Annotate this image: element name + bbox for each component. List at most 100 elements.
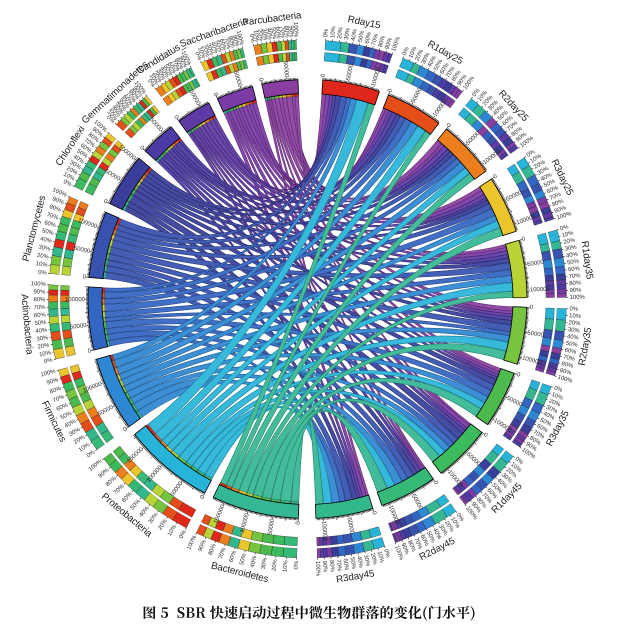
svg-text:40%: 40% — [250, 555, 258, 569]
svg-text:50000: 50000 — [527, 259, 545, 268]
svg-text:40%: 40% — [542, 411, 556, 422]
svg-text:30%: 30% — [261, 557, 269, 570]
svg-text:100%: 100% — [314, 561, 321, 577]
svg-text:20%: 20% — [337, 26, 344, 39]
svg-text:0: 0 — [446, 122, 453, 129]
svg-text:50%: 50% — [539, 417, 553, 428]
svg-text:100%: 100% — [40, 368, 57, 378]
svg-text:50%: 50% — [60, 410, 74, 421]
svg-text:90%: 90% — [524, 441, 538, 453]
svg-text:10%: 10% — [330, 25, 337, 38]
svg-text:60%: 60% — [439, 62, 451, 76]
svg-text:90%: 90% — [569, 288, 582, 294]
svg-text:60%: 60% — [274, 26, 281, 39]
svg-text:10%: 10% — [167, 523, 179, 537]
svg-text:100000: 100000 — [65, 297, 86, 303]
svg-text:10%: 10% — [449, 516, 461, 530]
svg-text:100%: 100% — [30, 281, 46, 288]
svg-text:0: 0 — [321, 73, 327, 77]
svg-text:50000: 50000 — [282, 61, 290, 79]
svg-text:60%: 60% — [419, 534, 430, 548]
svg-text:90%: 90% — [321, 560, 328, 573]
svg-text:0%: 0% — [560, 224, 571, 232]
svg-text:50%: 50% — [543, 178, 557, 189]
svg-text:50%: 50% — [433, 58, 444, 72]
svg-text:50000: 50000 — [268, 518, 277, 536]
svg-text:0%: 0% — [38, 270, 48, 277]
svg-text:30%: 30% — [68, 160, 82, 171]
svg-text:90%: 90% — [231, 34, 240, 48]
svg-text:0%: 0% — [382, 549, 390, 560]
svg-text:60%: 60% — [342, 558, 350, 571]
svg-text:30%: 30% — [564, 244, 577, 252]
svg-text:20%: 20% — [36, 253, 49, 261]
svg-text:0%: 0% — [193, 51, 202, 62]
svg-text:0%: 0% — [44, 357, 54, 365]
svg-text:20%: 20% — [415, 48, 426, 62]
svg-text:70%: 70% — [549, 192, 563, 202]
svg-text:80%: 80% — [48, 204, 62, 214]
svg-text:70%: 70% — [170, 59, 181, 73]
svg-text:0: 0 — [530, 305, 534, 311]
svg-text:50%: 50% — [565, 341, 578, 349]
svg-text:50%: 50% — [239, 552, 248, 566]
svg-text:90%: 90% — [51, 196, 65, 206]
svg-text:40%: 40% — [566, 252, 579, 260]
svg-text:60%: 60% — [229, 549, 238, 563]
svg-text:20%: 20% — [369, 552, 378, 566]
svg-text:50%: 50% — [213, 40, 223, 54]
svg-text:30%: 30% — [568, 327, 581, 334]
svg-text:0%: 0% — [455, 512, 465, 523]
svg-text:30%: 30% — [205, 43, 215, 57]
svg-text:100%: 100% — [391, 36, 402, 53]
svg-text:0: 0 — [296, 521, 302, 525]
svg-text:100000: 100000 — [521, 355, 543, 366]
svg-text:50%: 50% — [358, 29, 366, 42]
svg-text:80%: 80% — [328, 560, 335, 573]
svg-text:10%: 10% — [78, 442, 92, 454]
svg-text:80%: 80% — [561, 361, 575, 370]
svg-text:90%: 90% — [287, 25, 294, 38]
svg-text:20%: 20% — [548, 398, 562, 408]
svg-text:70%: 70% — [371, 32, 380, 46]
svg-text:100%: 100% — [557, 375, 574, 385]
svg-text:0: 0 — [370, 511, 377, 517]
svg-text:100%: 100% — [393, 545, 404, 562]
svg-text:100000: 100000 — [320, 521, 327, 542]
svg-text:0%: 0% — [86, 449, 97, 459]
svg-text:100%: 100% — [556, 211, 573, 222]
svg-text:50%: 50% — [269, 27, 277, 40]
svg-text:0: 0 — [172, 115, 179, 122]
svg-text:90%: 90% — [177, 55, 188, 69]
svg-text:100%: 100% — [51, 187, 68, 199]
svg-text:60%: 60% — [546, 185, 560, 196]
svg-text:0: 0 — [122, 426, 129, 433]
svg-text:0%: 0% — [62, 179, 73, 188]
svg-text:0: 0 — [212, 92, 219, 98]
svg-text:20%: 20% — [151, 71, 163, 85]
svg-text:100%: 100% — [235, 30, 245, 47]
svg-text:40%: 40% — [64, 418, 78, 429]
svg-text:30%: 30% — [437, 524, 449, 538]
svg-text:100000: 100000 — [530, 287, 551, 294]
svg-text:100%: 100% — [292, 22, 299, 38]
svg-text:30%: 30% — [68, 426, 82, 437]
svg-text:50000: 50000 — [73, 246, 91, 256]
svg-text:40%: 40% — [265, 27, 273, 40]
svg-text:60%: 60% — [364, 31, 373, 45]
svg-text:30%: 30% — [537, 165, 551, 176]
svg-text:10%: 10% — [196, 46, 206, 60]
svg-text:0%: 0% — [323, 28, 330, 38]
svg-text:70%: 70% — [445, 65, 457, 79]
svg-text:20%: 20% — [157, 518, 169, 532]
svg-text:0: 0 — [493, 173, 500, 180]
svg-text:20%: 20% — [533, 159, 547, 170]
svg-text:10%: 10% — [569, 313, 582, 320]
svg-text:20%: 20% — [200, 45, 210, 59]
svg-text:0: 0 — [82, 274, 87, 280]
svg-text:0%: 0% — [569, 306, 578, 312]
svg-text:50%: 50% — [34, 320, 47, 327]
svg-text:80%: 80% — [569, 280, 582, 287]
svg-text:30%: 30% — [155, 68, 167, 82]
svg-text:30%: 30% — [344, 27, 352, 40]
